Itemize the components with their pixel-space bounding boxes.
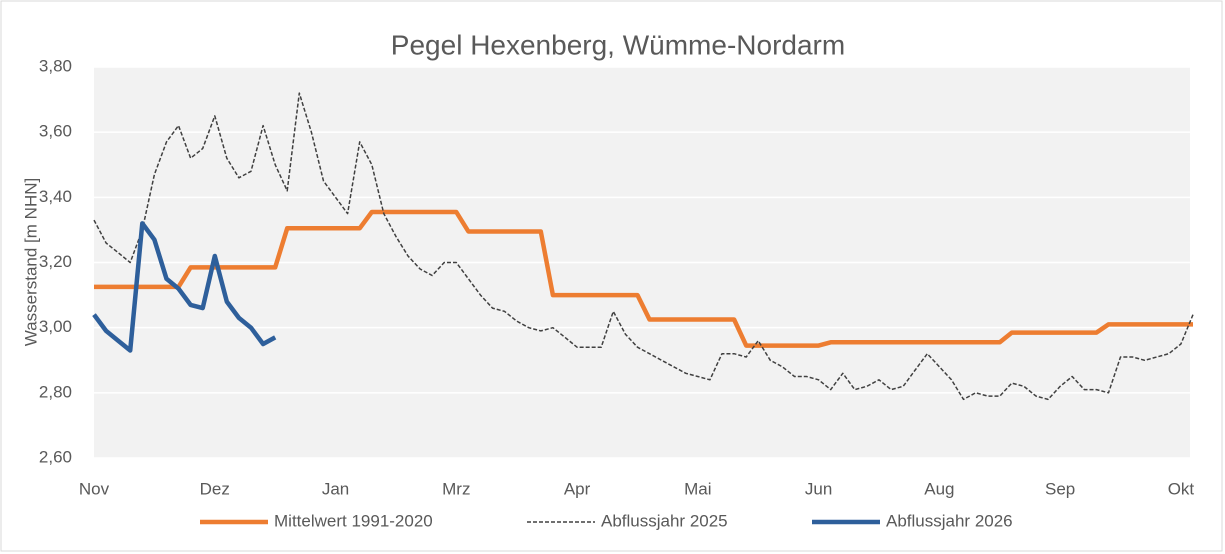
y-tick-label: 3,40	[39, 187, 72, 206]
legend: Mittelwert 1991-2020 Abflussjahr 2025 Abfl…	[200, 511, 1013, 530]
grid: 2,60 2,80 3,00 3,20 3,40 3,60 3,80 Nov Dez Jan Mrz…	[39, 56, 1195, 498]
x-tick-label: Dez	[200, 479, 230, 498]
legend-label: Abflussjahr 2026	[886, 511, 1013, 530]
y-tick-label: 3,60	[39, 122, 72, 141]
x-tick-label: Aug	[924, 479, 954, 498]
lines	[92, 92, 1194, 401]
x-tick-label: Jan	[322, 479, 349, 498]
series-line	[94, 209, 1193, 348]
y-axis-label: Wasserstand [m NHN]	[21, 178, 40, 346]
chart-title: Pegel Hexenberg, Wümme-Nordarm	[391, 29, 845, 60]
series-line	[93, 92, 1194, 401]
y-tick-label: 3,20	[39, 252, 72, 271]
x-tick-label: Nov	[79, 479, 110, 498]
x-tick-label: Sep	[1045, 479, 1075, 498]
y-tick-label: 3,80	[39, 56, 72, 75]
x-tick-label: Mai	[684, 479, 711, 498]
series-line	[92, 221, 277, 353]
y-tick-label: 3,00	[39, 317, 72, 336]
y-tick-label: 2,60	[39, 447, 72, 466]
x-tick-label: Apr	[564, 479, 591, 498]
legend-label: Mittelwert 1991-2020	[274, 511, 433, 530]
x-tick-label: Mrz	[442, 479, 470, 498]
legend-label: Abflussjahr 2025	[601, 511, 728, 530]
x-tick-label: Okt	[1168, 479, 1195, 498]
y-tick-label: 2,80	[39, 382, 72, 401]
x-tick-label: Jun	[805, 479, 832, 498]
